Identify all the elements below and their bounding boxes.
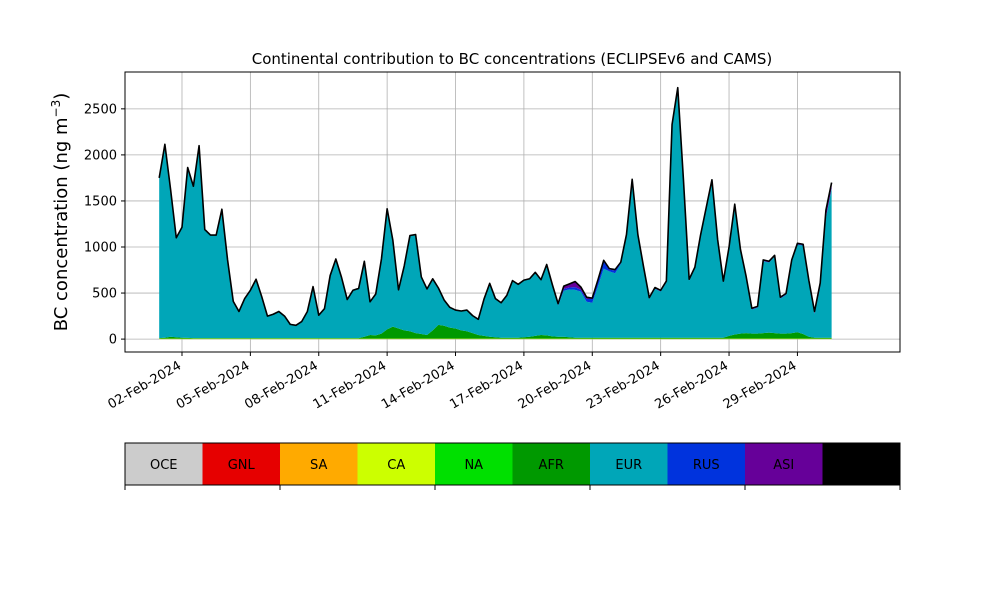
legend-swatch-sa	[280, 443, 358, 485]
y-axis-label-close: )	[51, 93, 72, 100]
legend-label-ca: CA	[387, 458, 405, 473]
legend-swatch-rus	[667, 443, 745, 485]
x-tick-label: 02-Feb-2024	[105, 358, 184, 412]
legend: OCE GNL SA CA NA AFR EUR RUS ASI AUS	[124, 442, 901, 490]
legend-label-na: NA	[464, 458, 483, 473]
x-tick-label: 11-Feb-2024	[311, 358, 390, 412]
x-tick-label: 14-Feb-2024	[379, 358, 458, 412]
legend-frame	[124, 442, 901, 486]
x-axis: 02-Feb-202405-Feb-202408-Feb-202411-Feb-…	[105, 352, 799, 412]
y-axis-label: BC concentration (ng m−3)	[49, 93, 72, 332]
legend-swatch-ca	[357, 443, 435, 485]
legend-swatch-aus	[822, 443, 900, 485]
legend-swatch-oce	[125, 443, 203, 485]
x-tick-label: 17-Feb-2024	[447, 358, 526, 412]
legend-label-oce: OCE	[150, 458, 178, 473]
legend-label-afr: AFR	[539, 458, 564, 473]
y-tick-label: 2000	[84, 148, 117, 163]
legend-label-gnl: GNL	[228, 458, 256, 473]
legend-label-aus: AUS	[848, 458, 875, 473]
area-eur	[159, 89, 832, 339]
total-line	[158, 86, 833, 327]
total-outline	[158, 86, 833, 327]
y-tick-label: 1000	[84, 241, 117, 256]
x-tick-label: 23-Feb-2024	[584, 358, 663, 412]
legend-swatch-eur	[590, 443, 668, 485]
chart-title: Continental contribution to BC concentra…	[252, 50, 773, 68]
area-afr	[159, 324, 832, 339]
y-tick-label: 2500	[84, 102, 117, 117]
x-tick-label: 20-Feb-2024	[516, 358, 595, 412]
y-tick-label: 500	[92, 287, 117, 302]
legend-label-asi: ASI	[773, 458, 794, 473]
y-tick-label: 1500	[84, 194, 117, 209]
legend-label-rus: RUS	[693, 458, 720, 473]
legend-label-sa: SA	[310, 458, 327, 473]
y-axis-label-main: BC concentration (ng m	[51, 117, 72, 331]
x-tick-label: 26-Feb-2024	[653, 358, 732, 412]
y-tick-label: 0	[109, 333, 117, 348]
x-tick-label: 29-Feb-2024	[721, 358, 800, 412]
legend-swatch-asi	[745, 443, 823, 485]
x-tick-label: 05-Feb-2024	[174, 358, 253, 412]
legend-label-eur: EUR	[615, 458, 642, 473]
plot-frame	[124, 71, 901, 353]
stacked-areas	[159, 87, 832, 340]
legend-swatch-gnl	[202, 443, 280, 485]
legend-swatch-na	[435, 443, 513, 485]
y-axis: 0 500 1000 1500 2000 2500	[84, 102, 125, 348]
y-axis-label-exponent: −3	[49, 100, 63, 118]
x-tick-label: 08-Feb-2024	[242, 358, 321, 412]
legend-swatch-afr	[512, 443, 590, 485]
